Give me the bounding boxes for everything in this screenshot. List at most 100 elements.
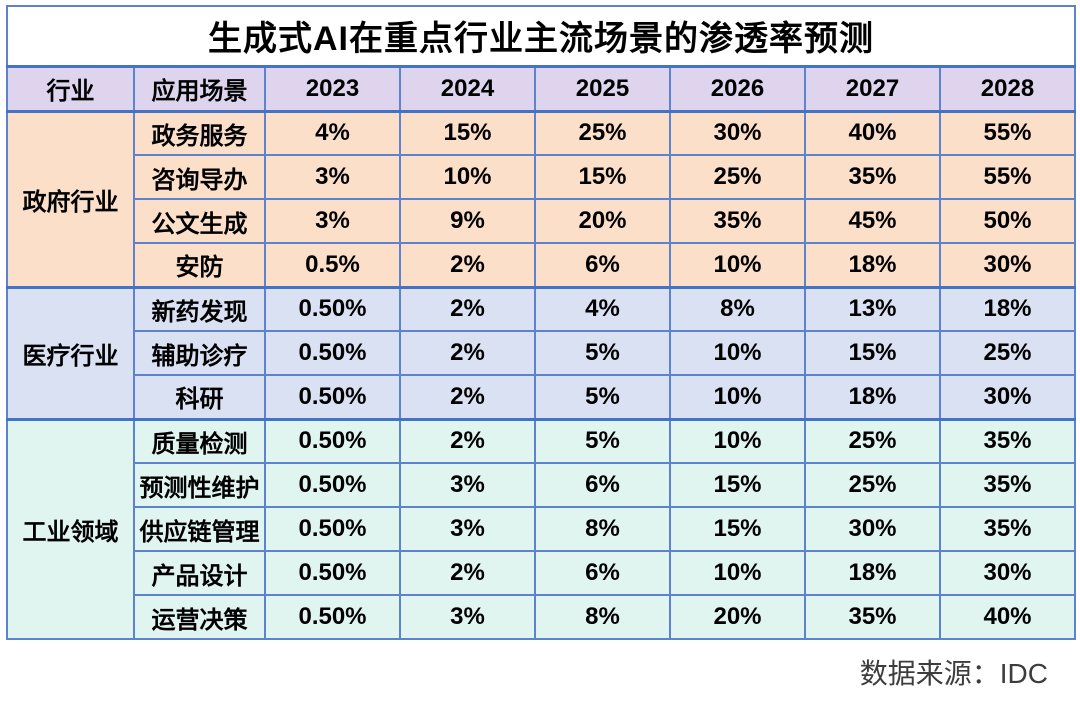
value-cell: 10% bbox=[669, 417, 806, 464]
value-cell: 8% bbox=[534, 506, 671, 552]
value-cell: 6% bbox=[534, 462, 671, 508]
value-cell: 10% bbox=[669, 374, 806, 420]
scenario-label: 运营决策 bbox=[133, 594, 266, 640]
value-cell: 35% bbox=[804, 594, 941, 640]
value-cell: 30% bbox=[804, 506, 941, 552]
penetration-forecast-table: 生成式AI在重点行业主流场景的渗透率预测 行业 应用场景 2023 2024 2… bbox=[6, 5, 1076, 640]
title-row: 生成式AI在重点行业主流场景的渗透率预测 bbox=[6, 5, 1076, 68]
value-cell: 3% bbox=[399, 462, 536, 508]
industry-group-label: 工业领域 bbox=[6, 417, 135, 640]
value-cell: 30% bbox=[939, 242, 1076, 288]
value-cell: 0.50% bbox=[264, 330, 401, 376]
industry-group-label: 医疗行业 bbox=[6, 285, 135, 420]
table-row: 产品设计 0.50% 2% 6% 10% 18% 30% bbox=[7, 550, 1076, 596]
table-row: 辅助诊疗 0.50% 2% 5% 10% 15% 25% bbox=[7, 330, 1076, 376]
scenario-label: 科研 bbox=[133, 374, 266, 420]
value-cell: 25% bbox=[669, 154, 806, 200]
scenario-label: 咨询导办 bbox=[133, 154, 266, 200]
value-cell: 18% bbox=[804, 242, 941, 288]
value-cell: 25% bbox=[939, 330, 1076, 376]
value-cell: 0.50% bbox=[264, 506, 401, 552]
column-header-2027: 2027 bbox=[804, 65, 941, 112]
scenario-label: 预测性维护 bbox=[133, 462, 266, 508]
infographic-page: 生成式AI在重点行业主流场景的渗透率预测 行业 应用场景 2023 2024 2… bbox=[6, 5, 1076, 689]
value-cell: 0.50% bbox=[264, 462, 401, 508]
table-row: 预测性维护 0.50% 3% 6% 15% 25% 35% bbox=[7, 462, 1076, 508]
value-cell: 0.50% bbox=[264, 417, 401, 464]
value-cell: 30% bbox=[669, 109, 806, 156]
scenario-label: 政务服务 bbox=[133, 109, 266, 156]
value-cell: 4% bbox=[534, 285, 671, 332]
table-row: 安防 0.5% 2% 6% 10% 18% 30% bbox=[7, 242, 1076, 288]
value-cell: 4% bbox=[264, 109, 401, 156]
data-source: 数据来源：IDC bbox=[859, 658, 1048, 689]
scenario-label: 公文生成 bbox=[133, 198, 266, 244]
value-cell: 15% bbox=[399, 109, 536, 156]
value-cell: 20% bbox=[534, 198, 671, 244]
value-cell: 35% bbox=[804, 154, 941, 200]
column-header-2023: 2023 bbox=[264, 65, 401, 112]
value-cell: 3% bbox=[399, 594, 536, 640]
value-cell: 40% bbox=[804, 109, 941, 156]
value-cell: 35% bbox=[939, 506, 1076, 552]
value-cell: 18% bbox=[804, 374, 941, 420]
column-header-2026: 2026 bbox=[669, 65, 806, 112]
value-cell: 30% bbox=[939, 550, 1076, 596]
value-cell: 3% bbox=[399, 506, 536, 552]
value-cell: 0.50% bbox=[264, 594, 401, 640]
scenario-label: 质量检测 bbox=[133, 417, 266, 464]
value-cell: 25% bbox=[534, 109, 671, 156]
table-row: 工业领域 质量检测 0.50% 2% 5% 10% 25% 35% bbox=[6, 417, 1076, 640]
value-cell: 45% bbox=[804, 198, 941, 244]
value-cell: 15% bbox=[534, 154, 671, 200]
value-cell: 10% bbox=[669, 330, 806, 376]
column-header-2028: 2028 bbox=[939, 65, 1076, 112]
value-cell: 15% bbox=[669, 462, 806, 508]
value-cell: 18% bbox=[804, 550, 941, 596]
value-cell: 55% bbox=[939, 154, 1076, 200]
value-cell: 9% bbox=[399, 198, 536, 244]
value-cell: 0.5% bbox=[264, 242, 401, 288]
table-row: 科研 0.50% 2% 5% 10% 18% 30% bbox=[7, 374, 1076, 420]
value-cell: 15% bbox=[669, 506, 806, 552]
value-cell: 8% bbox=[534, 594, 671, 640]
value-cell: 2% bbox=[399, 285, 536, 332]
value-cell: 0.50% bbox=[264, 374, 401, 420]
column-header-industry: 行业 bbox=[6, 65, 135, 112]
value-cell: 25% bbox=[804, 462, 941, 508]
value-cell: 5% bbox=[534, 330, 671, 376]
industry-group-label: 政府行业 bbox=[6, 109, 135, 288]
value-cell: 35% bbox=[939, 417, 1076, 464]
value-cell: 2% bbox=[399, 330, 536, 376]
scenario-label: 产品设计 bbox=[133, 550, 266, 596]
value-cell: 13% bbox=[804, 285, 941, 332]
value-cell: 3% bbox=[264, 198, 401, 244]
value-cell: 6% bbox=[534, 242, 671, 288]
value-cell: 20% bbox=[669, 594, 806, 640]
scenario-label: 新药发现 bbox=[133, 285, 266, 332]
value-cell: 2% bbox=[399, 374, 536, 420]
scenario-label: 辅助诊疗 bbox=[133, 330, 266, 376]
value-cell: 5% bbox=[534, 374, 671, 420]
table-row: 咨询导办 3% 10% 15% 25% 35% 55% bbox=[7, 154, 1076, 200]
value-cell: 3% bbox=[264, 154, 401, 200]
value-cell: 18% bbox=[939, 285, 1076, 332]
column-header-scenario: 应用场景 bbox=[133, 65, 266, 112]
value-cell: 10% bbox=[669, 550, 806, 596]
value-cell: 2% bbox=[399, 417, 536, 464]
value-cell: 50% bbox=[939, 198, 1076, 244]
value-cell: 10% bbox=[399, 154, 536, 200]
page-title: 生成式AI在重点行业主流场景的渗透率预测 bbox=[6, 5, 1076, 68]
table-row: 公文生成 3% 9% 20% 35% 45% 50% bbox=[7, 198, 1076, 244]
value-cell: 35% bbox=[939, 462, 1076, 508]
value-cell: 30% bbox=[939, 374, 1076, 420]
value-cell: 10% bbox=[669, 242, 806, 288]
scenario-label: 供应链管理 bbox=[133, 506, 266, 552]
value-cell: 8% bbox=[669, 285, 806, 332]
table-row: 运营决策 0.50% 3% 8% 20% 35% 40% bbox=[7, 594, 1076, 640]
scenario-label: 安防 bbox=[133, 242, 266, 288]
column-header-2025: 2025 bbox=[534, 65, 671, 112]
value-cell: 5% bbox=[534, 417, 671, 464]
table-row: 供应链管理 0.50% 3% 8% 15% 30% 35% bbox=[7, 506, 1076, 552]
table-row: 政府行业 政务服务 4% 15% 25% 30% 40% 55% bbox=[6, 109, 1076, 288]
